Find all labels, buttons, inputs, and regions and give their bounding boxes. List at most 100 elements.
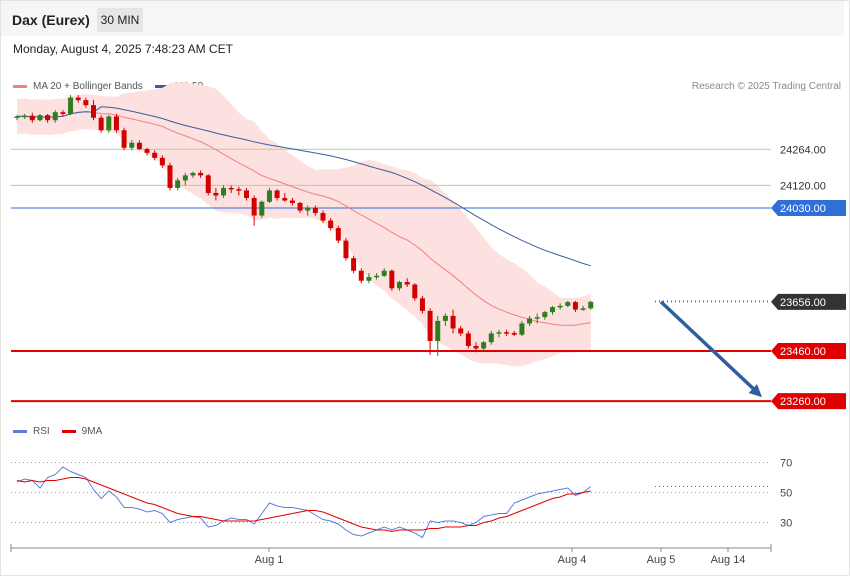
rsi-legend: RSI 9MA [13,426,114,437]
credit-text: Research © 2025 Trading Central [691,81,841,92]
level-label-24030.00: 24030.00 [780,203,826,215]
candle-body [504,332,510,334]
instrument-title: Dax (Eurex) [12,12,90,28]
candle-body [572,302,578,310]
level-tag-23260.00 [771,393,846,410]
candle-body [282,197,288,201]
candle-body [75,97,81,101]
candle-body [496,332,502,334]
candle-body [312,208,318,214]
ma50-swatch [154,85,169,88]
candle-body [534,317,540,319]
candle-body [205,175,211,193]
level-tag-23656.00 [771,293,846,310]
candle-body [228,187,234,190]
candle-body [565,302,571,306]
candle-body [22,115,28,118]
candle-body [557,305,563,308]
legend-ma20: MA 20 + Bollinger Bands [13,81,143,92]
candle-body [473,345,479,349]
candle-body [274,190,280,198]
timestamp: Monday, August 4, 2025 7:48:23 AM CET [13,42,233,56]
candle-body [198,172,204,176]
candle-body [236,189,242,191]
candle-body [60,112,66,114]
candle-body [289,200,295,203]
candle-body [320,213,326,221]
candle-body [381,270,387,276]
candle-body [343,240,349,259]
candle-body [358,270,364,281]
candle-body [488,333,494,343]
candle-body [335,228,341,241]
candle-body [182,175,188,181]
candle-body [588,301,594,309]
rsi-tick-label: 30 [780,518,792,530]
legend-9ma-label: 9MA [81,426,103,437]
candle-body [542,312,548,318]
candle-body [519,323,525,335]
bollinger-band-fill [17,82,591,367]
candle-body [527,318,533,324]
level-label-24120.00: 24120.00 [780,180,826,192]
candle-body [190,172,196,176]
forecast-arrow-head [748,384,762,398]
candle-body [305,208,311,211]
candle-body [144,149,150,153]
candle-body [397,282,402,289]
candle-body [427,310,433,341]
candle-body [412,284,418,299]
timeframe-button[interactable]: 30 MIN [97,8,143,32]
candle-body [419,298,425,311]
candle-body [136,142,142,150]
candle-body [442,315,448,321]
candle-body [175,180,181,188]
candle-body [366,277,372,281]
level-label-23460.00: 23460.00 [780,346,826,358]
time-axis-label: Aug 1 [255,554,284,566]
rsi-tick-label: 70 [780,458,792,470]
candle-body [450,315,456,329]
rsi-series-9MA [16,477,591,533]
candle-body [351,258,357,271]
candle-body [98,117,104,131]
rsi-tick-label: 50 [780,488,792,500]
forecast-arrow-shaft [659,300,758,393]
candle-body [29,115,35,121]
ma50-line [16,106,591,267]
legend-rsi: RSI [13,426,50,437]
level-tag-23460.00 [771,343,846,360]
level-label-23260.00: 23260.00 [780,396,826,408]
candle-body [159,157,165,166]
legend-rsi-label: RSI [33,426,50,437]
level-label-23656.00: 23656.00 [780,297,826,309]
rsi-series-RSI [16,466,592,539]
candle-body [465,333,471,346]
rsi-swatch [13,430,27,433]
candle-body [580,308,586,310]
candle-body [213,192,219,196]
ma20-swatch [13,85,27,88]
level-label-24264.00: 24264.00 [780,144,826,156]
candle-body [152,152,158,158]
legend-9ma: 9MA [61,426,103,437]
legend-ma20-label: MA 20 + Bollinger Bands [33,81,143,92]
candle-body [37,115,43,121]
candle-body [297,202,303,211]
candle-body [389,270,395,289]
candle-body [404,282,410,285]
candle-body [68,97,74,114]
candle-body [374,275,380,278]
candle-body [129,142,135,148]
candle-body [167,165,173,188]
ma20-line [16,111,591,326]
candle-body [266,190,272,202]
candle-body [45,115,51,121]
time-axis-label: Aug 5 [647,554,676,566]
candle-body [251,197,257,216]
candle-body [52,112,58,121]
candle-body [91,105,96,118]
candle-body [244,190,249,198]
candle-body [113,116,119,131]
